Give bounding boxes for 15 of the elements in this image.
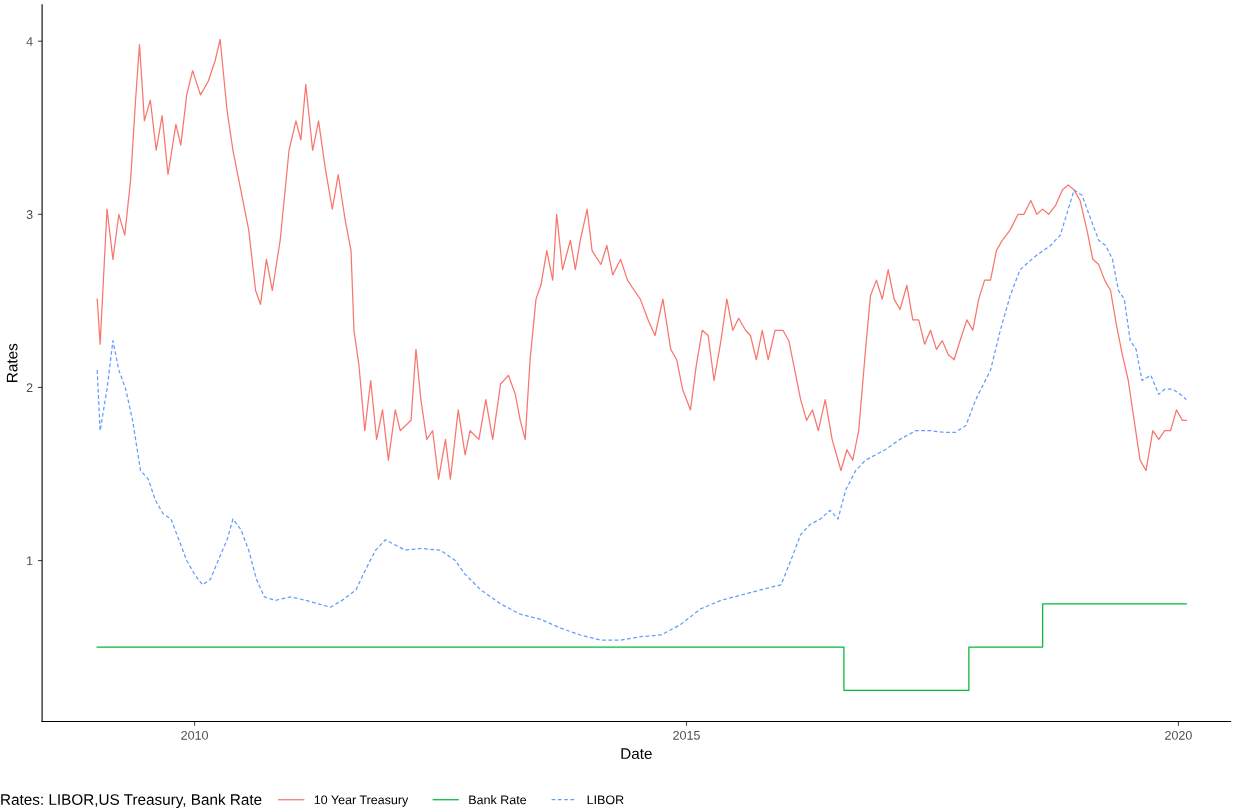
x-tick-label: 2015 <box>673 730 700 740</box>
y-tick-label: 4 <box>26 37 33 46</box>
x-axis-title: Date <box>621 748 652 759</box>
y-tick-label: 1 <box>27 556 33 566</box>
x-tick-label: 2020 <box>1165 730 1192 740</box>
x-tick-label: 2010 <box>181 730 208 740</box>
legend-title: Rates: LIBOR,US Treasury, Bank Rate <box>1 793 262 808</box>
y-axis-title: Rates <box>6 343 18 382</box>
line-series <box>96 38 1187 480</box>
y-tick-label: 2 <box>26 383 33 392</box>
y-tick-label: 3 <box>26 210 33 219</box>
legend-label: LIBOR <box>587 795 624 805</box>
legend-label: 10 Year Treasury <box>314 795 409 807</box>
legend-label: Bank Rate <box>469 795 527 805</box>
line-series <box>96 189 1187 641</box>
